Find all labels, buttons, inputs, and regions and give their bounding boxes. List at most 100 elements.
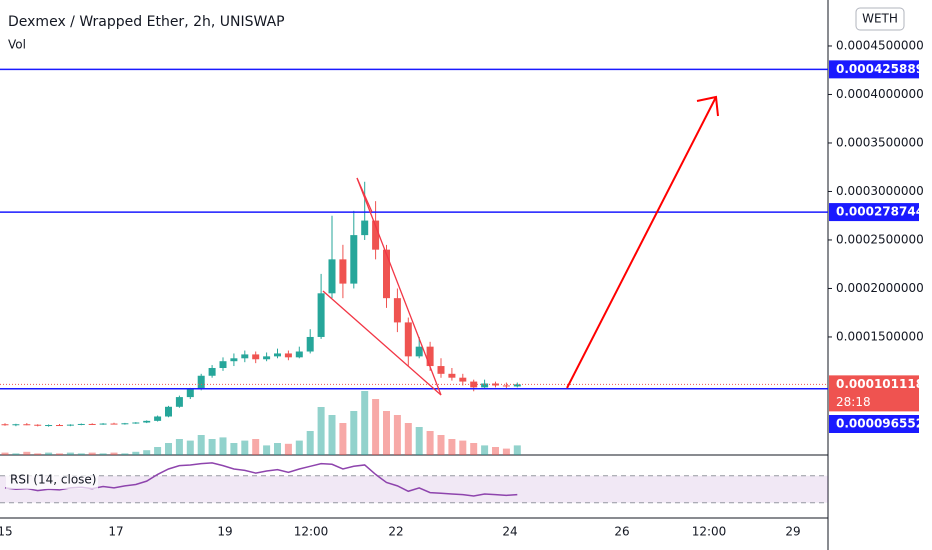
last-price-bg [829, 375, 919, 412]
volume-bar [393, 415, 401, 455]
candle-body [513, 384, 521, 387]
volume-bar [328, 415, 336, 455]
volume-bar [45, 452, 53, 455]
candle-body [426, 346, 434, 367]
currency-button[interactable] [855, 7, 905, 31]
volume-bar [110, 452, 118, 455]
volume-bar [1, 452, 9, 455]
volume-bar [492, 447, 499, 455]
volume-bar [415, 427, 423, 455]
candle-body [56, 425, 63, 427]
x-tick-label: 22 [388, 525, 403, 539]
volume-bar [404, 423, 412, 455]
candle-body [361, 220, 369, 236]
volume-bar [175, 439, 183, 455]
volume-title: Vol [8, 38, 26, 52]
volume-bar [12, 453, 20, 455]
candle-body [208, 367, 216, 376]
volume-bar [437, 435, 445, 455]
candle-body [34, 424, 42, 426]
volume-bar [23, 451, 31, 455]
volume-bar [274, 443, 281, 455]
level-label: 0.0004258893 [836, 62, 932, 76]
chart-title: Dexmex / Wrapped Ether, 2h, UNISWAP [8, 14, 285, 30]
wedge-line [356, 177, 442, 396]
candle-body [404, 322, 412, 357]
candle-body [459, 377, 467, 382]
y-tick-label: 0.0004000000 [836, 87, 924, 101]
candle-body [23, 424, 31, 426]
y-tick-label: 0.0002000000 [836, 281, 924, 295]
candle-body [110, 423, 118, 425]
volume-bar [306, 431, 314, 455]
candle-body [197, 375, 205, 390]
x-tick-label: 12:00 [692, 525, 727, 539]
volume-bar [470, 443, 478, 455]
volume-bar [284, 443, 292, 455]
candle-body [99, 423, 107, 425]
y-tick-label: 0.0004500000 [836, 38, 924, 52]
volume-bar [350, 411, 358, 455]
x-tick-label: 29 [785, 525, 800, 539]
candle-body [88, 423, 96, 425]
x-tick-label: 26 [614, 525, 629, 539]
volume-bar [219, 437, 227, 455]
candle-body [437, 366, 445, 374]
volume-bar [317, 407, 325, 455]
volume-bar [426, 431, 434, 455]
candle-body [339, 259, 347, 284]
candle-body [12, 424, 20, 426]
candle-body [143, 420, 151, 423]
level-label: 0.0002787441 [836, 205, 932, 219]
volume-bar [263, 445, 271, 455]
candle-body [470, 381, 478, 388]
wedge-line [356, 177, 373, 213]
currency-label[interactable]: WETH [862, 12, 898, 26]
rsi-title: RSI (14, close) [10, 473, 96, 487]
candle-body [350, 235, 358, 284]
volume-bar [295, 440, 303, 455]
x-tick-label: 19 [217, 525, 232, 539]
candle-body [66, 424, 74, 426]
volume-bar [208, 439, 216, 455]
volume-bar [34, 453, 42, 455]
drawings [322, 95, 719, 396]
x-tick-label: 17 [108, 525, 123, 539]
volume-bar [513, 445, 521, 455]
volume-bar [241, 440, 249, 455]
volume-bar [459, 440, 467, 455]
volume-bar [481, 445, 489, 455]
candle-body [415, 346, 423, 357]
volume-bar [502, 448, 510, 455]
volume-bar [230, 443, 238, 455]
candle-body [502, 385, 510, 387]
candle-body [121, 423, 129, 425]
volume-bar [66, 452, 74, 455]
level-label-bg [829, 415, 919, 433]
y-tick-label: 0.0002500000 [836, 232, 924, 246]
candle-body [306, 336, 314, 352]
volume-bar [372, 399, 380, 455]
candle-body [252, 354, 260, 360]
level-label-bg [829, 203, 919, 222]
volume-bar [56, 453, 63, 455]
x-tick-label: 12:00 [294, 525, 329, 539]
volume-bar [132, 451, 140, 455]
volume-bar [448, 439, 456, 455]
x-tick-label: 24 [502, 525, 517, 539]
rsi-title-bg [6, 471, 98, 489]
volume-bar [165, 443, 172, 455]
volume-bar [143, 450, 151, 455]
candle-body [241, 354, 249, 359]
level-label-bg [829, 60, 919, 79]
candle-body [230, 358, 238, 362]
candle-body [383, 249, 390, 299]
volume-bar [383, 411, 390, 455]
y-tick-label: 0.0001500000 [836, 329, 924, 343]
candle-body [448, 373, 456, 378]
volume-bar [197, 435, 205, 455]
candle-body [274, 353, 281, 357]
candle-body [219, 361, 227, 368]
countdown: 28:18 [836, 395, 871, 409]
